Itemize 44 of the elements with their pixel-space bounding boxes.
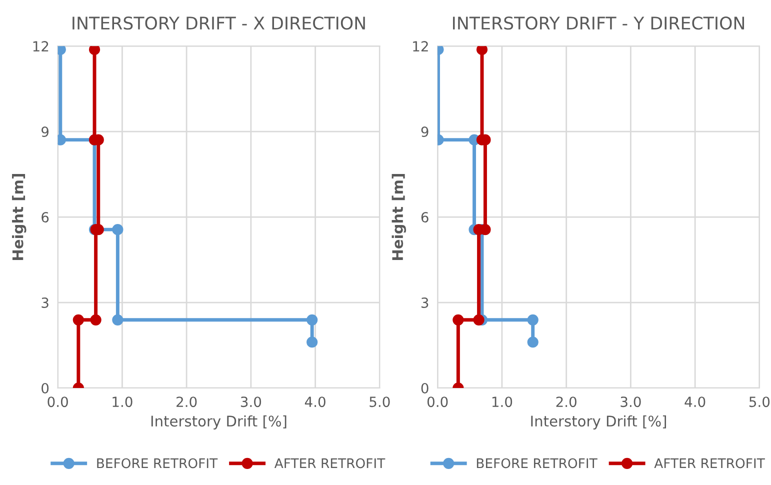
chart-title: INTERSTORY DRIFT - Y DIRECTION [453, 16, 744, 30]
chart-title: INTERSTORY DRIFT - X DIRECTION [72, 16, 365, 30]
x-tick-label: 0.0 [48, 396, 68, 408]
point [90, 314, 102, 326]
x-tick-label: 5.0 [749, 396, 770, 408]
x-tick-label: 0.0 [427, 396, 448, 408]
x-tick-label: 1.0 [112, 396, 132, 408]
y-tick-label: 9 [42, 126, 49, 138]
x-tick-label: 4.0 [304, 396, 326, 408]
y-tick-label: 9 [421, 126, 428, 138]
x-tick-label: 5.0 [370, 396, 390, 408]
y-tick-label: 6 [42, 212, 49, 223]
legend-label: AFTER RETROFIT [274, 458, 386, 468]
point [72, 314, 84, 326]
point [112, 314, 124, 326]
y-tick-label: 12 [413, 41, 428, 52]
x-tick-label: 2.0 [556, 396, 576, 408]
x-tick-label: 1.0 [492, 396, 512, 408]
y-tick-label: 3 [42, 297, 48, 308]
point [88, 46, 100, 56]
x-axis-title: Interstory Drift [%] [531, 415, 666, 430]
x-tick-label: 4.0 [684, 396, 706, 408]
x-axis-title: Interstory Drift [%] [151, 415, 286, 430]
point [306, 336, 318, 348]
x-tick-label: 3.0 [240, 396, 262, 408]
y-tick-label: 12 [33, 41, 48, 52]
point [306, 314, 318, 326]
point [473, 314, 484, 326]
legend-label: AFTER RETROFIT [654, 458, 765, 468]
legend-label: BEFORE RETROFIT [97, 458, 218, 468]
x-tick-label: 2.0 [176, 396, 197, 408]
y-tick-label: 3 [421, 297, 428, 308]
point [527, 314, 538, 326]
legend-label: BEFORE RETROFIT [476, 458, 598, 468]
y-axis-title: Height [m] [12, 174, 26, 260]
point [452, 314, 464, 326]
point [527, 336, 538, 348]
y-tick-label: 6 [421, 212, 428, 223]
point [112, 224, 124, 236]
x-tick-label: 3.0 [620, 396, 641, 408]
y-tick-label: 0 [42, 382, 49, 394]
y-tick-label: 0 [421, 382, 428, 394]
y-axis-title: Height [m] [392, 174, 406, 260]
point [476, 46, 488, 56]
